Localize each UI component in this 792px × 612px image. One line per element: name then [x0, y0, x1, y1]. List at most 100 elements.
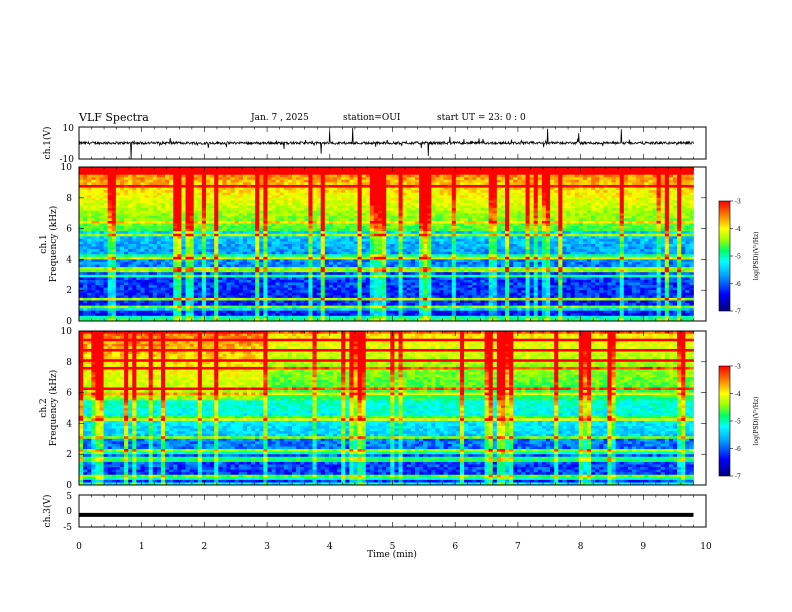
spectrogram-cell	[517, 169, 522, 173]
spectrogram-cell	[115, 172, 121, 176]
spectrogram-cell	[677, 231, 682, 235]
spectrogram-cell	[218, 208, 223, 212]
spectrogram-cell	[292, 220, 297, 224]
spectrogram-cell	[320, 179, 326, 183]
spectrogram-cell	[660, 167, 666, 170]
spectrogram-cell	[414, 246, 420, 250]
spectrogram-cell	[607, 172, 612, 176]
spectrogram-cell	[615, 197, 621, 201]
spectrogram-cell	[431, 241, 436, 245]
spectrogram-cell	[275, 200, 281, 204]
spectrogram-cell	[369, 213, 375, 217]
spectrogram-cell	[140, 200, 145, 204]
spectrogram-cell	[386, 231, 391, 235]
spectrogram-cell	[459, 249, 465, 253]
spectrogram-cell	[423, 249, 428, 253]
spectrogram-cell	[484, 167, 490, 170]
spectrogram-cell	[599, 179, 604, 183]
spectrogram-cell	[562, 223, 567, 227]
spectrogram-cell	[677, 200, 682, 204]
spectrogram-cell	[459, 174, 465, 178]
spectrogram-cell	[378, 182, 383, 186]
spectrogram-cell	[308, 174, 313, 178]
spectrogram-cell	[513, 182, 518, 186]
spectrogram-cell	[435, 223, 440, 227]
spectrogram-cell	[246, 190, 252, 194]
spectrogram-cell	[419, 213, 424, 217]
spectrogram-cell	[664, 226, 670, 229]
spectrogram-cell	[652, 220, 657, 224]
spectrogram-cell	[615, 246, 621, 250]
spectrogram-cell	[173, 177, 178, 181]
spectrogram-cell	[173, 190, 178, 194]
spectrogram-cell	[652, 167, 657, 170]
spectrogram-cell	[525, 220, 531, 224]
spectrogram-cell	[119, 172, 125, 176]
spectrogram-cell	[488, 223, 494, 227]
spectrogram-cell	[677, 238, 682, 242]
spectrogram-cell	[148, 249, 154, 253]
spectrogram-cell	[324, 187, 330, 191]
spectrogram-cell	[570, 172, 576, 176]
spectrogram-cell	[103, 190, 109, 194]
spectrogram-cell	[382, 172, 387, 176]
spectrogram-cell	[181, 174, 186, 178]
spectrogram-cell	[287, 197, 293, 201]
spectrogram-cell	[205, 200, 211, 204]
spectrogram-cell	[292, 172, 297, 176]
spectrogram-cell	[201, 210, 207, 214]
spectrogram-cell	[128, 226, 133, 229]
spectrogram-cell	[296, 197, 301, 201]
spectrogram-cell	[144, 231, 150, 235]
spectrogram-cell	[537, 244, 543, 247]
spectrogram-cell	[369, 190, 375, 194]
spectrogram-cell	[287, 169, 293, 173]
spectrogram-cell	[414, 244, 420, 247]
spectrogram-cell	[124, 210, 129, 214]
spectrogram-cell	[160, 223, 166, 227]
spectrogram-cell	[316, 195, 322, 199]
spectrogram-cell	[156, 218, 162, 222]
spectrogram-cell	[386, 210, 391, 214]
spectrogram-cell	[492, 241, 498, 245]
spectrogram-cell	[316, 213, 322, 217]
spectrogram-cell	[423, 172, 428, 176]
spectrogram-cell	[251, 223, 256, 227]
spectrogram-cell	[201, 195, 207, 199]
spectrogram-cell	[275, 238, 281, 242]
spectrogram-cell	[509, 208, 514, 212]
spectrogram-cell	[447, 184, 453, 188]
spectrogram-cell	[205, 179, 211, 183]
spectrogram-cell	[304, 174, 309, 178]
spectrogram-cell	[300, 200, 305, 204]
spectrogram-cell	[529, 213, 535, 217]
spectrogram-cell	[345, 190, 350, 194]
spectrogram-cell	[165, 174, 170, 178]
spectrogram-cell	[103, 172, 109, 176]
spectrogram-cell	[566, 223, 571, 227]
spectrogram-cell	[234, 182, 240, 186]
spectrogram-cell	[386, 223, 391, 227]
spectrogram-cell	[214, 182, 219, 186]
spectrogram-cell	[292, 197, 297, 201]
spectrogram-cell	[603, 169, 608, 173]
spectrogram-cell	[275, 172, 281, 176]
spectrogram-cell	[324, 195, 330, 199]
spectrogram-cell	[238, 226, 244, 229]
spectrogram-cell	[140, 172, 145, 176]
spectrogram-cell	[455, 174, 461, 178]
spectrogram-cell	[439, 184, 444, 188]
spectrogram-cell	[308, 200, 313, 204]
spectrogram-cell	[599, 200, 604, 204]
spectrogram-cell	[275, 213, 281, 217]
spectrogram-cell	[271, 195, 277, 199]
spectrogram-cell	[124, 228, 129, 232]
spectrogram-cell	[500, 167, 506, 170]
spectrogram-cell	[369, 223, 375, 227]
spectrogram-cell	[603, 246, 608, 250]
spectrogram-cell	[107, 244, 113, 247]
spectrogram-cell	[656, 218, 662, 222]
spectrogram-cell	[423, 215, 428, 219]
spectrogram-cell	[533, 190, 539, 194]
spectrogram-cell	[95, 179, 100, 183]
